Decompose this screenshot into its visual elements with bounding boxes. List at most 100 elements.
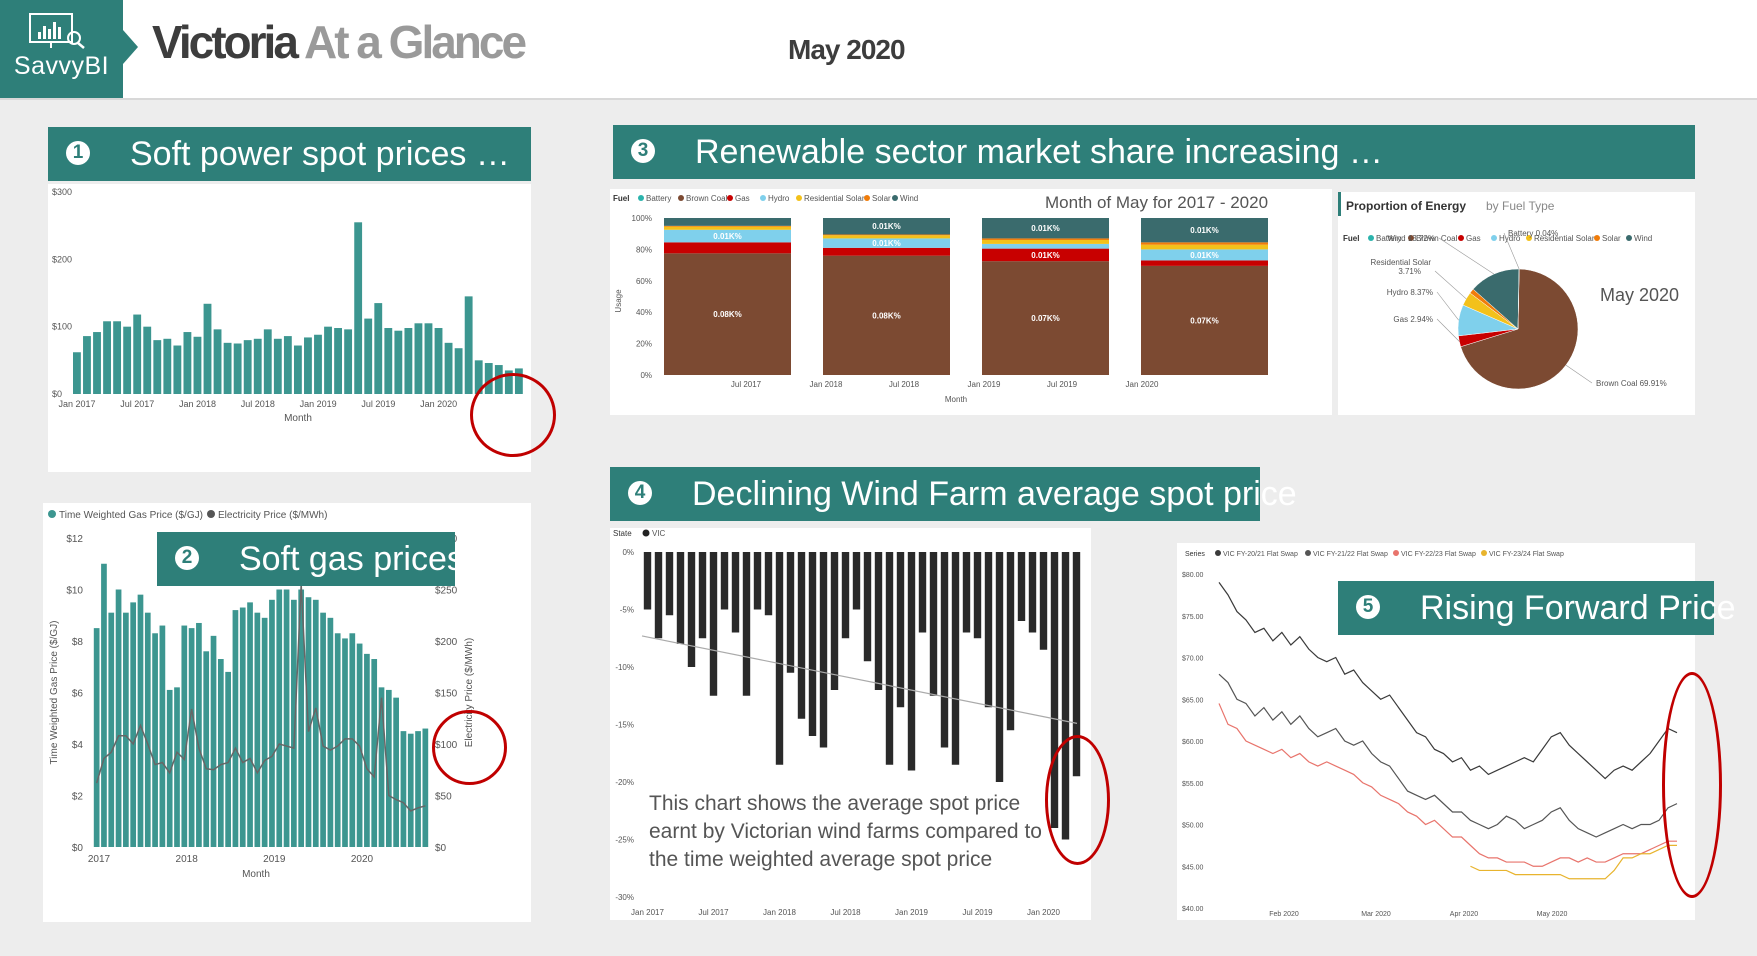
legend-item: VIC FY-20/21 Flat Swap bbox=[1223, 551, 1298, 558]
wind-bar bbox=[808, 552, 817, 736]
x-tick-label: 2017 bbox=[88, 854, 111, 865]
banner-5-number: 5 bbox=[1356, 595, 1380, 620]
gas-bar bbox=[247, 602, 253, 847]
spot-bar bbox=[153, 340, 162, 394]
legend-marker bbox=[48, 510, 56, 518]
gas-bar bbox=[298, 589, 305, 847]
logo-arrow-shape bbox=[123, 30, 138, 64]
y2-tick-label: $150 bbox=[435, 689, 458, 700]
forward-price-line bbox=[1470, 844, 1677, 880]
spot-bar bbox=[474, 360, 483, 394]
chart-title: Month of May for 2017 - 2020 bbox=[1045, 193, 1268, 212]
pie-slice bbox=[1472, 268, 1520, 330]
title-part-1: Victoria bbox=[152, 16, 299, 68]
stack-segment bbox=[1141, 260, 1268, 266]
x-tick-label: 2018 bbox=[176, 854, 199, 865]
y2-tick-label: $0 bbox=[435, 843, 447, 854]
spot-bar bbox=[203, 303, 212, 394]
legend-marker bbox=[1491, 235, 1497, 241]
spot-bar bbox=[103, 321, 111, 394]
x-tick-label: Jul 2019 bbox=[962, 908, 993, 917]
spot-bar bbox=[83, 336, 91, 394]
spot-bar bbox=[193, 336, 202, 394]
spot-bar bbox=[414, 323, 423, 394]
banner-2: 2 Soft gas prices bbox=[157, 532, 464, 586]
y2-tick-label: $200 bbox=[435, 637, 458, 648]
legend-item: Gas bbox=[735, 194, 750, 203]
spot-bar bbox=[293, 345, 302, 394]
stack-segment bbox=[982, 248, 1109, 262]
forward-price-line bbox=[1218, 582, 1678, 780]
x-tick-label: Jul 2019 bbox=[1047, 380, 1078, 389]
trend-line bbox=[641, 635, 1078, 724]
title-accent bbox=[1338, 192, 1341, 216]
y-tick-label: $0 bbox=[52, 389, 62, 399]
spot-bar bbox=[324, 326, 332, 394]
x-tick-label: Jan 2019 bbox=[300, 399, 337, 409]
fuel-mix-card: Fuel Battery Brown Coal Gas Hydro Residential… bbox=[610, 189, 1332, 415]
gas-bar bbox=[415, 731, 421, 847]
x-tick-label: 2019 bbox=[263, 854, 286, 865]
spot-bar bbox=[444, 342, 453, 394]
spot-bar bbox=[143, 326, 152, 394]
logo-text: SavvyBI bbox=[13, 52, 110, 80]
legend-marker bbox=[642, 529, 650, 537]
legend-item: VIC bbox=[652, 529, 666, 538]
x-tick-label: Jan 2020 bbox=[1126, 380, 1159, 389]
x-tick-label: Jul 2017 bbox=[120, 399, 154, 409]
banner-3-number: 3 bbox=[631, 139, 655, 164]
spot-bar bbox=[334, 328, 342, 394]
spot-price-chart: $0 $100 $200 $300 Jan 2017 Jul 2017 Jan 2018 Ju… bbox=[52, 187, 523, 424]
wind-bar bbox=[1039, 552, 1048, 650]
y-tick-label: $80.00 bbox=[1182, 572, 1204, 579]
gas-bar bbox=[276, 589, 283, 847]
leader-line bbox=[1438, 237, 1495, 275]
wind-bar bbox=[995, 552, 1004, 782]
legend-marker bbox=[1393, 550, 1399, 556]
leader-line bbox=[1565, 364, 1593, 384]
gas-bar bbox=[327, 617, 334, 847]
legend-item: Battery bbox=[646, 194, 671, 203]
x-tick-label: Mar 2020 bbox=[1361, 911, 1391, 918]
y-tick-label: 40% bbox=[636, 308, 652, 317]
y-tick-label: -10% bbox=[615, 663, 634, 672]
x-tick-label: Jan 2018 bbox=[763, 908, 796, 917]
data-label: 0.07K% bbox=[1031, 314, 1059, 323]
stack-segment bbox=[823, 235, 950, 239]
banner-5: 5 Rising Forward Price bbox=[1338, 581, 1736, 635]
data-label: 0.01K% bbox=[713, 232, 741, 241]
data-label: 0.01K% bbox=[1031, 224, 1059, 233]
stack-segment bbox=[1141, 218, 1268, 243]
legend-item: Wind bbox=[900, 194, 918, 203]
legend-item: Battery bbox=[1376, 234, 1401, 243]
spot-bar bbox=[73, 352, 81, 394]
gas-price-chart: Time Weighted Gas Price ($/GJ) Electricit… bbox=[48, 510, 475, 880]
gas-bar bbox=[217, 659, 224, 847]
wind-bar bbox=[874, 552, 883, 690]
gas-bar bbox=[181, 625, 188, 847]
leader-line bbox=[1503, 232, 1520, 270]
wind-bar bbox=[1061, 552, 1070, 840]
gas-bar bbox=[371, 659, 378, 847]
gas-bar bbox=[239, 607, 246, 847]
legend-item: VIC FY-21/22 Flat Swap bbox=[1313, 551, 1388, 558]
forward-price-line bbox=[1218, 673, 1678, 838]
banner-4: 4 Declining Wind Farm average spot price bbox=[610, 467, 1297, 521]
wind-bar bbox=[643, 552, 652, 610]
spot-bar bbox=[93, 332, 101, 394]
y-tick-label: $70.00 bbox=[1182, 656, 1204, 663]
spot-bar bbox=[273, 338, 282, 394]
spot-bar bbox=[233, 343, 242, 394]
gas-bar bbox=[320, 612, 326, 847]
spot-bar bbox=[464, 296, 473, 394]
spot-bar bbox=[424, 323, 433, 394]
banner-1-number: 1 bbox=[66, 141, 90, 166]
x-tick-label: 2020 bbox=[351, 854, 374, 865]
legend-title: Fuel bbox=[1343, 234, 1359, 243]
y-tick-label: 60% bbox=[636, 277, 652, 286]
y2-tick-label: $50 bbox=[435, 792, 452, 803]
y-tick-label: $6 bbox=[72, 689, 84, 700]
stack-segment bbox=[823, 255, 950, 375]
legend-item: Time Weighted Gas Price ($/GJ) bbox=[59, 510, 203, 521]
x-axis-title: Month bbox=[945, 395, 967, 404]
